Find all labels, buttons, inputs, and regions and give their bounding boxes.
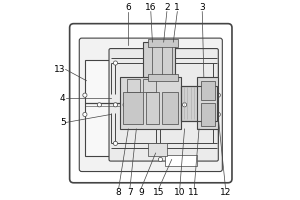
Bar: [143, 42, 175, 77]
Bar: [148, 39, 178, 47]
Text: 12: 12: [220, 188, 231, 197]
Bar: [181, 86, 217, 121]
Circle shape: [123, 103, 127, 107]
Circle shape: [83, 93, 87, 97]
Bar: [148, 143, 167, 156]
Text: 13: 13: [54, 65, 66, 74]
Bar: [127, 79, 140, 92]
Text: 8: 8: [116, 188, 122, 197]
Text: 4: 4: [60, 94, 66, 103]
Text: 3: 3: [200, 3, 205, 12]
Bar: [143, 79, 156, 92]
Circle shape: [113, 103, 118, 107]
Circle shape: [97, 103, 101, 107]
Text: 16: 16: [145, 3, 157, 12]
Bar: [85, 60, 110, 156]
Text: 5: 5: [60, 118, 66, 127]
Bar: [146, 92, 159, 124]
Circle shape: [182, 103, 187, 107]
FancyBboxPatch shape: [70, 24, 232, 183]
Bar: [201, 103, 215, 126]
Circle shape: [171, 103, 176, 107]
FancyBboxPatch shape: [109, 49, 218, 161]
Circle shape: [133, 103, 137, 107]
Bar: [162, 92, 178, 124]
Circle shape: [158, 157, 163, 162]
Circle shape: [113, 61, 118, 65]
Text: 1: 1: [174, 3, 180, 12]
Bar: [148, 74, 178, 81]
Text: 2: 2: [164, 3, 170, 12]
Text: 10: 10: [174, 188, 185, 197]
Text: 9: 9: [138, 188, 144, 197]
Text: 6: 6: [125, 3, 131, 12]
FancyBboxPatch shape: [79, 38, 222, 172]
Circle shape: [158, 48, 163, 52]
Bar: [197, 77, 218, 129]
Bar: [120, 77, 181, 129]
Circle shape: [216, 112, 220, 117]
Text: 7: 7: [127, 188, 133, 197]
Circle shape: [83, 112, 87, 117]
Bar: [165, 155, 197, 166]
Circle shape: [113, 141, 118, 145]
Text: 15: 15: [153, 188, 165, 197]
Bar: [124, 92, 143, 124]
Circle shape: [216, 93, 220, 97]
Bar: [181, 86, 217, 121]
Bar: [201, 81, 215, 100]
Text: 11: 11: [188, 188, 200, 197]
